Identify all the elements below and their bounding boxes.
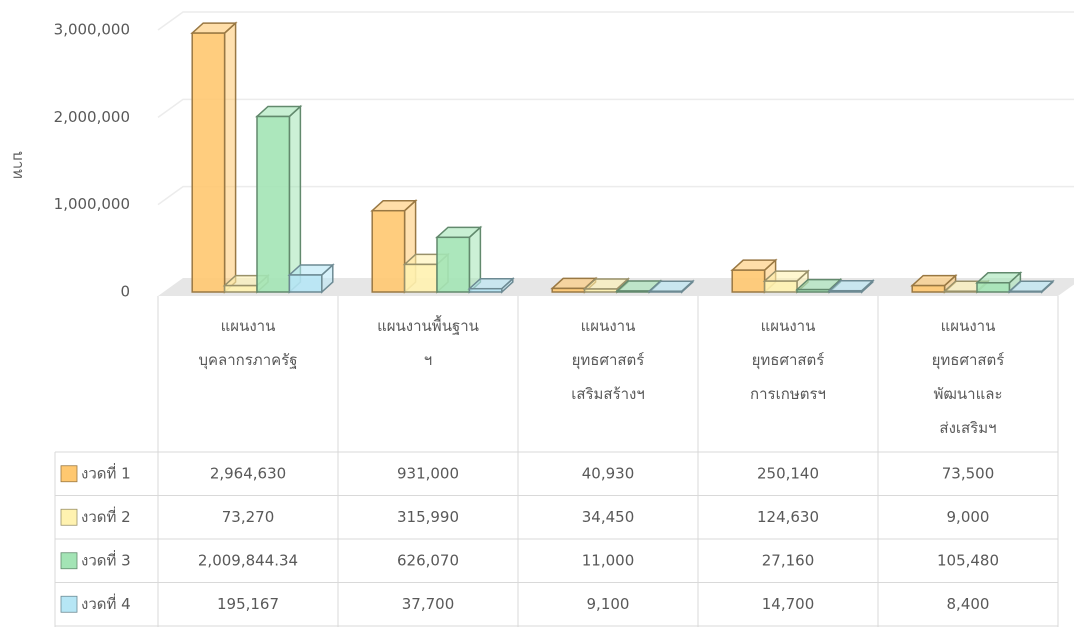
label-line: พัฒนาและ [933,385,1002,403]
x-tick-label: แผนงานยุทธศาสตร์เสริมสร้างฯ [571,317,645,403]
label-line: แผนงาน [941,317,996,335]
bar [403,263,438,293]
bar-side [288,104,302,294]
bar-3d [467,277,515,294]
table-value: 105,480 [937,551,999,569]
label-line: แผนงาน [581,317,636,335]
label-line: ยุทธศาสตร์ [572,351,645,370]
bar [763,280,798,293]
label-line: การเกษตรฯ [750,385,826,403]
table-value: 40,930 [582,464,635,482]
bar [288,274,323,293]
table-value: 626,070 [397,551,459,569]
bar [1008,290,1043,293]
table-value: 931,000 [397,464,459,482]
grid-line [157,98,1074,118]
table-value: 195,167 [217,595,279,613]
legend-swatch [60,508,78,526]
legend-label: งวดที่ 2 [81,506,131,526]
bar-3d [975,271,1023,294]
bar [371,209,406,293]
table-value: 14,700 [762,595,815,613]
table-value: 124,630 [757,508,819,526]
bar-3d [910,273,958,294]
bar-3d [370,198,418,294]
label-line: ฯ [424,351,432,369]
y-tick-label: 0 [120,283,130,301]
table-value: 2,964,630 [210,464,286,482]
grid-line [157,11,1074,31]
bar-3d [435,225,483,294]
x-tick-label: แผนงานบุคลากรภาครัฐ [199,317,298,370]
bar [911,284,946,293]
label-line: ส่งเสริมฯ [939,419,996,437]
legend-swatch [60,552,78,570]
bar [583,288,618,293]
bar [828,289,863,293]
table-value: 9,100 [587,595,630,613]
label-line: บุคลากรภาครัฐ [199,351,298,370]
bar [943,290,978,293]
x-tick-label: แผนงานยุทธศาสตร์การเกษตรฯ [750,317,826,403]
table-value: 8,400 [947,595,990,613]
table-value: 315,990 [397,508,459,526]
legend-swatch [60,595,78,613]
bar [731,269,766,293]
bar [976,282,1011,293]
table-value: 34,450 [582,508,635,526]
legend-swatch [60,465,78,483]
bar-3d [827,279,875,294]
label-line: แผนงาน [221,317,276,335]
bar [191,32,226,293]
bar [468,287,503,293]
bar [796,288,831,293]
legend-label: งวดที่ 4 [81,593,131,613]
table-value: 9,000 [947,508,990,526]
bar-3d [287,263,335,294]
table-value: 11,000 [582,551,635,569]
grid-line [157,185,1074,206]
x-tick-label: แผนงานยุทธศาสตร์พัฒนาและส่งเสริมฯ [932,317,1005,437]
bar-3d [190,21,238,294]
label-line: ยุทธศาสตร์ [932,351,1005,370]
y-tick-label: 3,000,000 [54,21,130,39]
x-tick-label: แผนงานพื้นฐานฯ [377,315,479,369]
y-tick-label: 1,000,000 [54,195,130,213]
legend-label: งวดที่ 1 [81,462,131,482]
bar-3d [647,279,695,294]
bar-side [223,21,237,294]
bar-3d [255,104,303,294]
label-line: เสริมสร้างฯ [571,385,645,403]
table-value: 37,700 [402,595,455,613]
legend-label: งวดที่ 3 [81,549,131,569]
table-value: 73,500 [942,464,995,482]
table-value: 2,009,844.34 [198,551,298,569]
label-line: แผนงาน [761,317,816,335]
table-value: 73,270 [222,508,275,526]
bar [436,236,471,293]
label-line: แผนงานพื้นฐาน [377,315,479,335]
bar [616,290,651,293]
y-axis-label: บาท [10,151,28,179]
bar [256,115,291,293]
bar-3d [1007,279,1055,294]
table-value: 27,160 [762,551,815,569]
bar [648,290,683,293]
table-value: 250,140 [757,464,819,482]
bar [551,287,586,293]
bar [223,284,258,293]
y-tick-label: 2,000,000 [54,108,130,126]
label-line: ยุทธศาสตร์ [752,351,825,370]
